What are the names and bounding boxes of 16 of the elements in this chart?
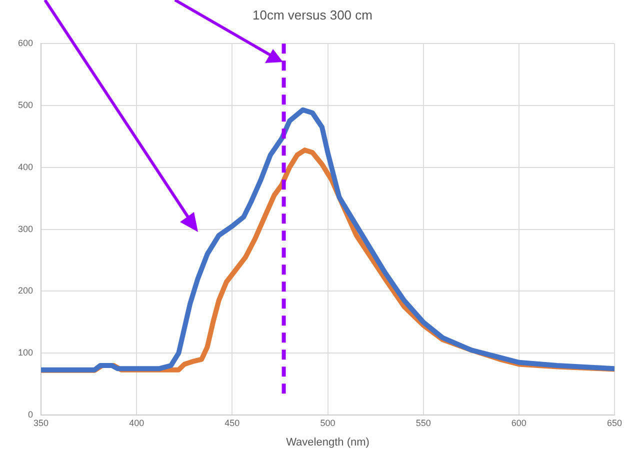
x-tick-label: 500	[320, 418, 336, 428]
y-tick-label: 0	[28, 409, 34, 420]
x-axis-title: Wavelength (nm)	[286, 436, 370, 448]
y-tick-label: 200	[18, 286, 34, 296]
x-tick-label: 400	[129, 418, 144, 428]
x-tick-label: 550	[416, 418, 431, 428]
y-tick-label: 300	[18, 224, 34, 234]
x-tick-label: 450	[224, 418, 240, 428]
y-tick-label: 400	[18, 162, 34, 172]
y-tick-label: 600	[18, 38, 34, 48]
chart-title: 10cm versus 300 cm	[252, 7, 372, 22]
y-tick-label: 100	[18, 348, 34, 358]
x-tick-label: 600	[511, 418, 526, 428]
y-tick-label: 500	[18, 100, 34, 110]
x-tick-label: 350	[34, 418, 49, 428]
x-tick-label: 650	[606, 418, 622, 428]
